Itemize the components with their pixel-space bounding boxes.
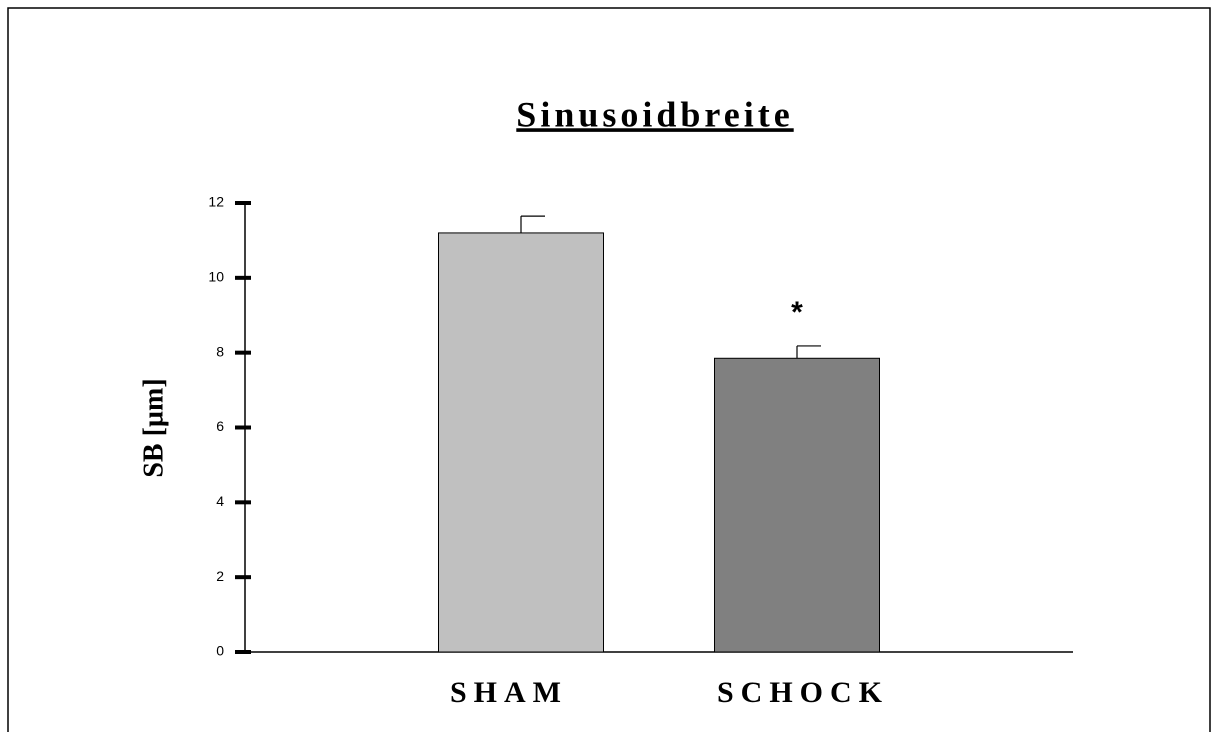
y-tick-label: 2 — [216, 568, 224, 584]
x-tick-label: SCHOCK — [717, 676, 889, 709]
y-tick-label: 12 — [208, 194, 224, 210]
y-tick-label: 8 — [216, 343, 224, 359]
chart-title: Sinusoidbreite — [516, 94, 793, 134]
y-tick-label: 0 — [216, 643, 224, 659]
y-tick-label: 4 — [216, 493, 224, 509]
frame — [7, 7, 1211, 732]
annotation: * — [791, 296, 803, 329]
bar — [438, 232, 604, 653]
bar — [714, 357, 880, 653]
y-tick-label: 6 — [216, 418, 224, 434]
y-axis-label: SB [µm] — [138, 378, 169, 477]
x-tick-label: SHAM — [450, 676, 568, 709]
y-tick-label: 10 — [208, 269, 224, 285]
